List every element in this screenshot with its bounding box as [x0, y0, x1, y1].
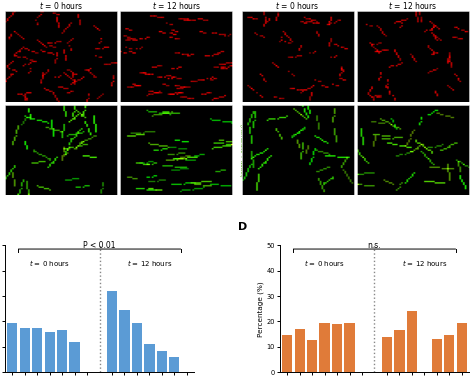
Bar [332, 324, 342, 372]
Bar [157, 351, 167, 372]
Bar [57, 331, 67, 372]
Bar [307, 341, 317, 372]
Text: $t$ = 12 hours: $t$ = 12 hours [401, 258, 447, 268]
Title: $t$ = 12 hours: $t$ = 12 hours [152, 0, 201, 11]
Bar [119, 310, 129, 372]
Bar [45, 332, 55, 372]
Bar [319, 323, 330, 372]
Bar [394, 331, 404, 372]
Bar [407, 311, 417, 372]
Y-axis label: Percentage (%): Percentage (%) [258, 281, 264, 337]
Title: $t$ = 0 hours: $t$ = 0 hours [38, 0, 83, 11]
Bar [432, 339, 442, 372]
Bar [345, 323, 355, 372]
Bar [7, 323, 18, 372]
Bar [19, 328, 30, 372]
Text: P < 0.01: P < 0.01 [83, 241, 116, 250]
Bar [32, 328, 42, 372]
Text: $t$ = 0 hours: $t$ = 0 hours [29, 258, 70, 268]
Text: Merge
(Membrane + Nuclei): Merge (Membrane + Nuclei) [239, 124, 250, 176]
Text: $t$ = 12 hours: $t$ = 12 hours [127, 258, 172, 268]
Bar [382, 337, 392, 372]
Bar [294, 329, 305, 372]
Text: D: D [238, 222, 247, 232]
Title: $t$ = 12 hours: $t$ = 12 hours [389, 0, 438, 11]
Text: Nuclei: Nuclei [239, 47, 244, 67]
Bar [456, 323, 467, 372]
Title: $t$ = 0 hours: $t$ = 0 hours [275, 0, 320, 11]
Bar [169, 357, 180, 372]
Bar [70, 342, 80, 372]
Bar [282, 335, 292, 372]
Text: $t$ = 0 hours: $t$ = 0 hours [304, 258, 345, 268]
Bar [444, 335, 455, 372]
Bar [107, 291, 117, 372]
Bar [132, 323, 142, 372]
Text: n.s.: n.s. [368, 241, 381, 250]
Bar [144, 344, 155, 372]
